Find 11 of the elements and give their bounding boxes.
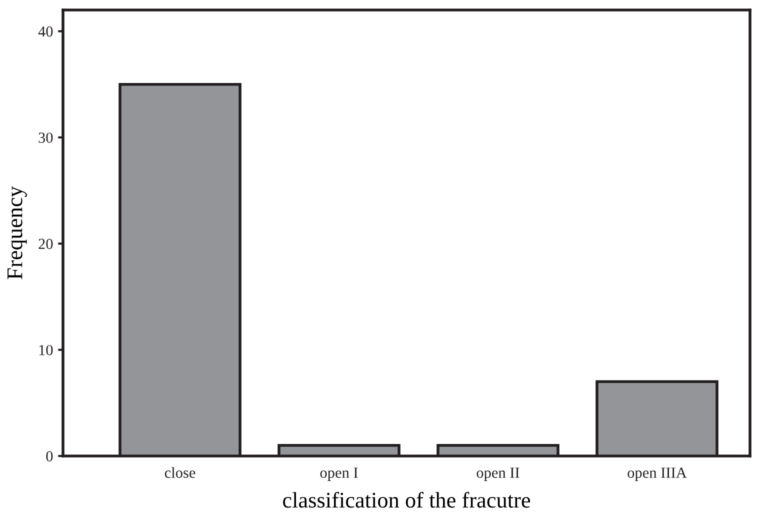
x-tick-label: open II: [476, 468, 520, 481]
y-axis-title: Frequency: [8, 186, 27, 280]
y-tick-label: 10: [39, 344, 53, 356]
y-tick-label: 0: [46, 451, 53, 462]
x-tick-label: open IIIA: [628, 468, 687, 481]
x-tick-label: open I: [320, 468, 358, 481]
x-axis-title: classification of the fracutre: [283, 492, 530, 508]
x-tick-label: close: [164, 467, 196, 478]
y-tick-label: 20: [38, 238, 53, 250]
y-tick-label: 40: [38, 26, 53, 37]
y-tick-label: 30: [38, 132, 53, 143]
